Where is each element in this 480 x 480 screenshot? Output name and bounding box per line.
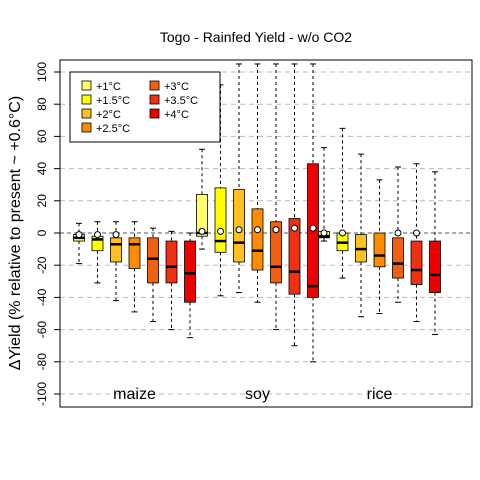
box-soy-+1.5°C [214,84,227,297]
y-tick-label: 0 [35,229,49,236]
y-tick-label: -40 [35,288,49,306]
box-body [392,237,404,279]
mean-marker [235,226,243,234]
box-soy-+3°C [270,63,282,331]
box-rice-+3.5°C [410,163,423,323]
mean-marker [94,231,101,239]
mean-marker [320,229,328,237]
box-body [128,237,141,269]
mean-marker [75,231,83,239]
box-soy-+3.5°C [288,63,301,347]
y-axis-label: ΔYield (% relative to present ~ +0.6°C) [7,96,24,370]
box-body [110,237,122,263]
mean-marker [339,229,346,237]
y-tick-label: 40 [35,162,49,176]
box-rice-+3°C [392,166,404,303]
box-body [429,240,441,293]
group-label-maize: maize [113,386,156,403]
box-body [410,240,423,285]
y-tick-label: 20 [35,194,49,208]
legend-swatch [81,80,92,91]
group-labels: maize soy rice [113,386,392,403]
legend-label: +3.5°C [164,95,198,107]
box-body [233,189,245,263]
legend-swatch [149,108,160,119]
box-maize-+3.5°C [165,230,178,331]
legend: +1°C +1.5°C +2°C +2.5°C +3°C +3.5°C +4°C [69,71,221,143]
legend-swatch [149,94,160,105]
legend-label: +1°C [96,81,121,93]
y-tick-label: 100 [35,62,49,82]
mean-marker [272,226,280,234]
legend-swatch [149,80,160,91]
group-label-rice: rice [367,386,393,403]
legend-label: +4°C [164,109,189,121]
box-body [147,237,159,284]
legend-label: +2.5°C [96,123,130,135]
legend-swatch [81,108,92,119]
box-body [184,240,196,303]
box-body [165,240,178,284]
box-rice-+1°C [318,147,330,242]
mean-marker [413,229,420,237]
legend-label: +3°C [164,81,189,93]
mean-marker [254,226,261,234]
legend-swatch [81,122,92,133]
y-tick-label: 60 [35,129,49,143]
mean-marker [198,227,206,235]
legend-frame [69,71,221,143]
box-body [270,221,282,284]
box-maize-+1°C [73,222,85,265]
box-soy-+1°C [196,148,208,250]
box-body [196,193,208,237]
box-maize-+3°C [147,227,159,323]
boxes-layer [73,63,441,363]
box-body [373,232,386,268]
chart-title: Togo - Rainfed Yield - w/o CO2 [160,29,352,45]
box-soy-+4°C [307,63,319,363]
grid-lines [60,71,472,395]
box-body [288,218,301,295]
mean-marker [217,227,224,235]
legend-swatch [81,94,92,105]
box-rice-+1.5°C [336,127,349,279]
box-maize-+4°C [184,232,196,339]
y-tick-label: -80 [35,353,49,371]
box-rice-+2.5°C [373,179,386,314]
group-label-soy: soy [245,386,270,403]
box-soy-+2.5°C [251,63,264,303]
box-body [251,208,264,271]
box-soy-+2°C [233,63,245,294]
y-axis: -100 -80 -60 -40 -20 0 20 40 60 80 100 [35,62,60,406]
mean-marker [394,229,402,237]
y-tick-label: -60 [35,321,49,339]
box-maize-+1.5°C [91,221,104,284]
y-tick-label: 80 [35,97,49,111]
box-body [214,187,227,253]
box-maize-+2.5°C [128,221,141,313]
mean-marker [309,224,317,232]
mean-marker [291,224,298,232]
box-rice-+2°C [355,153,367,318]
mean-marker [112,231,120,239]
y-tick-label: -20 [35,256,49,274]
box-maize-+2°C [110,221,122,302]
legend-label: +1.5°C [96,95,130,107]
y-tick-label: -100 [35,382,49,406]
box-rice-+4°C [429,171,441,335]
legend-label: +2°C [96,109,121,121]
